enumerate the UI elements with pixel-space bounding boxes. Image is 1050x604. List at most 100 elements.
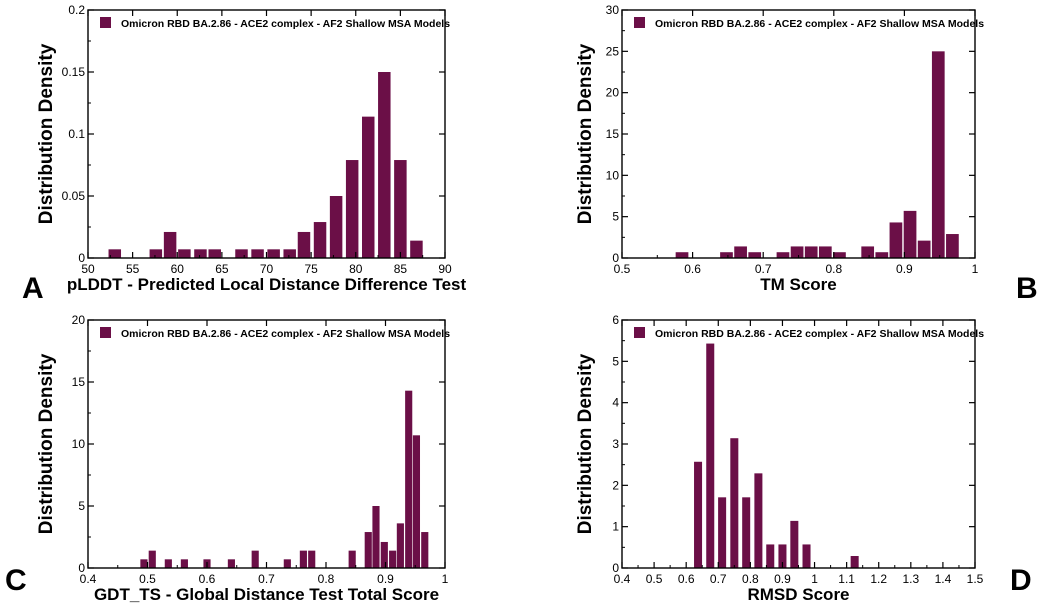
y-tick-label: 5 bbox=[78, 499, 85, 513]
x-tick-label: 1.5 bbox=[967, 572, 984, 586]
histogram-bar bbox=[378, 72, 391, 258]
histogram-bar bbox=[804, 246, 818, 258]
histogram-bar bbox=[754, 473, 763, 568]
histogram-bar bbox=[675, 252, 689, 258]
x-tick-label: 0.8 bbox=[742, 572, 759, 586]
histogram-bar bbox=[164, 559, 172, 568]
x-tick-label: 0.6 bbox=[199, 572, 216, 586]
plot-frame bbox=[621, 9, 976, 259]
legend-swatch bbox=[100, 17, 111, 28]
y-tick-label: 0 bbox=[612, 561, 619, 575]
x-tick-label: 85 bbox=[394, 262, 408, 276]
histogram-bar bbox=[235, 249, 248, 258]
histogram-bar bbox=[140, 559, 148, 568]
histogram-bar bbox=[412, 435, 421, 568]
legend-label: Omicron RBD BA.2.86 - ACE2 complex - AF2… bbox=[655, 18, 984, 30]
legend-swatch bbox=[100, 327, 111, 338]
x-tick-label: 1.2 bbox=[870, 572, 887, 586]
histogram-bar bbox=[730, 438, 739, 568]
x-tick-label: 70 bbox=[260, 262, 274, 276]
x-tick-label: 1.3 bbox=[902, 572, 919, 586]
x-tick-label: 50 bbox=[81, 262, 95, 276]
histogram-bar bbox=[931, 51, 945, 258]
histogram-bar bbox=[790, 520, 799, 568]
histogram-bar bbox=[345, 160, 359, 258]
x-tick-label: 1 bbox=[972, 262, 979, 276]
y-tick-label: 20 bbox=[606, 86, 620, 100]
x-axis-title: TM Score bbox=[760, 275, 837, 294]
y-axis-title: Distribution Density bbox=[36, 353, 57, 534]
histogram-bar bbox=[706, 343, 715, 568]
panel-d: 0.4 0.5 0.6 0.7 0.8 0.9 1 1.1 1.2 1.3 1.4 1.5 0 1 2 3 4 5… bbox=[575, 313, 1032, 604]
x-tick-label: 1.4 bbox=[935, 572, 952, 586]
y-axis-title: Distribution Density bbox=[36, 43, 57, 224]
x-tick-label: 75 bbox=[304, 262, 318, 276]
plot-frame bbox=[621, 319, 976, 569]
y-tick-label: 10 bbox=[72, 437, 86, 451]
y-tick-label: 1 bbox=[612, 520, 619, 534]
y-tick-label: 4 bbox=[612, 396, 619, 410]
histogram-bar bbox=[372, 506, 380, 568]
histogram-bar bbox=[108, 249, 122, 258]
y-tick-label: 5 bbox=[612, 210, 619, 224]
histogram-bar bbox=[410, 240, 423, 258]
y-axis-title: Distribution Density bbox=[575, 353, 596, 534]
x-tick-label: 0.7 bbox=[710, 572, 727, 586]
x-tick-label: 80 bbox=[349, 262, 363, 276]
panel-letter: D bbox=[1010, 564, 1032, 597]
legend-label: Omicron RBD BA.2.86 - ACE2 complex - AF2… bbox=[121, 328, 450, 340]
histogram-bar bbox=[776, 252, 790, 258]
x-tick-label: 0.6 bbox=[678, 572, 695, 586]
x-tick-label: 0.9 bbox=[774, 572, 791, 586]
y-axis-title: Distribution Density bbox=[575, 43, 596, 224]
y-tick-label: 2 bbox=[612, 478, 619, 492]
y-tick-label: 25 bbox=[606, 44, 620, 58]
histogram-bar bbox=[903, 210, 917, 258]
y-tick-label: 15 bbox=[72, 375, 86, 389]
y-tick-label: 0 bbox=[78, 251, 85, 265]
x-axis-title: pLDDT - Predicted Local Distance Differe… bbox=[67, 275, 467, 294]
y-tick-label: 20 bbox=[72, 313, 86, 327]
histogram-bar bbox=[875, 252, 889, 258]
legend-label: Omicron RBD BA.2.86 - ACE2 complex - AF2… bbox=[655, 328, 984, 340]
histogram-bar bbox=[802, 544, 811, 568]
x-axis-title: GDT_TS - Global Distance Test Total Scor… bbox=[94, 585, 439, 604]
y-tick-label: 0.1 bbox=[68, 127, 85, 141]
histogram-bar bbox=[251, 249, 264, 258]
y-tick-label: 0.15 bbox=[62, 65, 86, 79]
histogram-bar bbox=[267, 249, 280, 258]
x-tick-label: 1 bbox=[442, 572, 449, 586]
histogram-bar bbox=[227, 559, 235, 568]
histogram-bar bbox=[283, 559, 291, 568]
histogram-bar bbox=[389, 550, 397, 568]
x-tick-label: 0.4 bbox=[80, 572, 97, 586]
histogram-bar bbox=[364, 532, 372, 568]
y-tick-label: 6 bbox=[612, 313, 619, 327]
x-tick-label: 0.8 bbox=[318, 572, 335, 586]
x-tick-label: 0.7 bbox=[258, 572, 275, 586]
histogram-bar bbox=[833, 252, 846, 258]
histogram-bar bbox=[163, 231, 177, 258]
x-tick-label: 0.5 bbox=[614, 262, 631, 276]
y-tick-label: 3 bbox=[612, 437, 619, 451]
y-tick-label: 0 bbox=[78, 561, 85, 575]
y-tick-label: 10 bbox=[606, 168, 620, 182]
histogram-bar bbox=[208, 249, 221, 258]
histogram-bar bbox=[178, 249, 191, 258]
histogram-bar bbox=[149, 249, 163, 258]
histogram-bar bbox=[917, 240, 931, 258]
y-tick-label: 0 bbox=[612, 251, 619, 265]
histogram-bar bbox=[394, 160, 407, 258]
y-tick-label: 5 bbox=[612, 354, 619, 368]
panel-a: 50 55 60 65 70 75 80 85 90 0 0.05 0.1 0.15 0.2 pLDDT -… bbox=[22, 3, 466, 305]
histogram-bar bbox=[396, 523, 404, 568]
histogram-bar bbox=[861, 246, 875, 258]
histogram-bar bbox=[329, 196, 343, 258]
panel-letter: B bbox=[1016, 272, 1038, 305]
histogram-bar bbox=[818, 246, 832, 258]
histogram-bar bbox=[748, 252, 762, 258]
panel-letter: C bbox=[5, 564, 27, 597]
legend-swatch bbox=[634, 327, 645, 338]
x-tick-label: 65 bbox=[215, 262, 229, 276]
